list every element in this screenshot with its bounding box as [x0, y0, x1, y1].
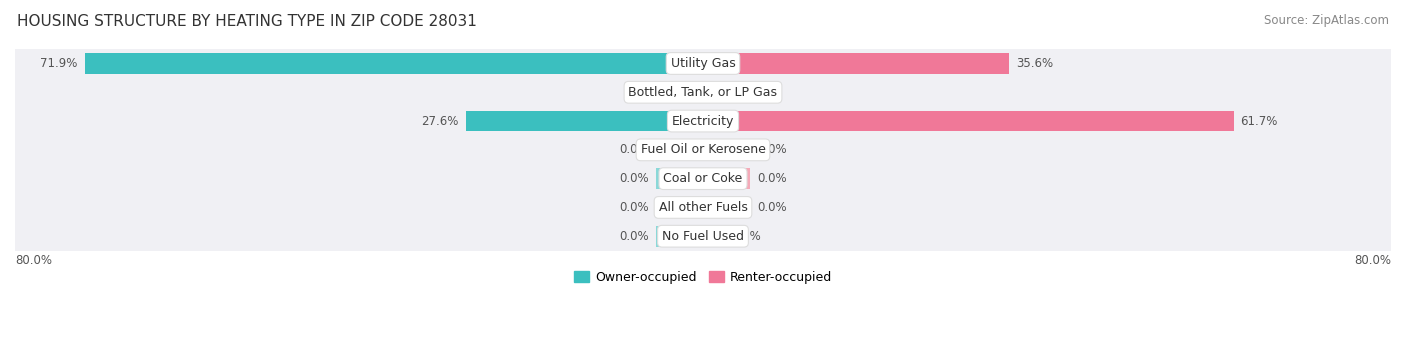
Text: 0.49%: 0.49%	[655, 86, 692, 99]
Bar	[703, 53, 1010, 74]
Text: 71.9%: 71.9%	[41, 57, 77, 70]
FancyBboxPatch shape	[14, 150, 1392, 207]
Text: 0.31%: 0.31%	[713, 86, 749, 99]
Bar	[655, 197, 703, 218]
FancyBboxPatch shape	[11, 144, 1395, 214]
Text: 0.0%: 0.0%	[619, 230, 648, 243]
FancyBboxPatch shape	[11, 28, 1395, 99]
Text: 0.0%: 0.0%	[758, 143, 787, 157]
Text: Utility Gas: Utility Gas	[671, 57, 735, 70]
FancyBboxPatch shape	[11, 201, 1395, 271]
Bar	[84, 53, 703, 74]
Bar	[465, 111, 703, 131]
Text: All other Fuels: All other Fuels	[658, 201, 748, 214]
Bar	[699, 82, 703, 103]
Text: Coal or Coke: Coal or Coke	[664, 172, 742, 185]
Bar	[703, 139, 751, 160]
Text: Electricity: Electricity	[672, 115, 734, 128]
Text: 0.0%: 0.0%	[758, 172, 787, 185]
Text: 0.0%: 0.0%	[619, 172, 648, 185]
FancyBboxPatch shape	[14, 93, 1392, 149]
Text: 0.0%: 0.0%	[619, 201, 648, 214]
Bar	[703, 226, 724, 247]
Text: 2.5%: 2.5%	[731, 230, 761, 243]
Text: 35.6%: 35.6%	[1017, 57, 1053, 70]
Bar	[703, 168, 751, 189]
FancyBboxPatch shape	[14, 122, 1392, 178]
FancyBboxPatch shape	[14, 35, 1392, 92]
Text: Bottled, Tank, or LP Gas: Bottled, Tank, or LP Gas	[628, 86, 778, 99]
Bar	[655, 226, 703, 247]
FancyBboxPatch shape	[11, 172, 1395, 242]
Text: HOUSING STRUCTURE BY HEATING TYPE IN ZIP CODE 28031: HOUSING STRUCTURE BY HEATING TYPE IN ZIP…	[17, 14, 477, 29]
Text: 27.6%: 27.6%	[422, 115, 458, 128]
Text: No Fuel Used: No Fuel Used	[662, 230, 744, 243]
Text: 0.0%: 0.0%	[619, 143, 648, 157]
FancyBboxPatch shape	[11, 86, 1395, 156]
FancyBboxPatch shape	[11, 57, 1395, 128]
Bar	[703, 197, 751, 218]
Text: 80.0%: 80.0%	[15, 254, 52, 267]
Bar	[655, 168, 703, 189]
Text: 80.0%: 80.0%	[1354, 254, 1391, 267]
FancyBboxPatch shape	[11, 115, 1395, 185]
Bar	[703, 82, 706, 103]
FancyBboxPatch shape	[14, 64, 1392, 120]
FancyBboxPatch shape	[14, 208, 1392, 264]
Bar	[703, 111, 1233, 131]
Bar	[655, 139, 703, 160]
Text: Fuel Oil or Kerosene: Fuel Oil or Kerosene	[641, 143, 765, 157]
FancyBboxPatch shape	[14, 179, 1392, 236]
Legend: Owner-occupied, Renter-occupied: Owner-occupied, Renter-occupied	[568, 266, 838, 289]
Text: Source: ZipAtlas.com: Source: ZipAtlas.com	[1264, 14, 1389, 27]
Text: 0.0%: 0.0%	[758, 201, 787, 214]
Text: 61.7%: 61.7%	[1240, 115, 1278, 128]
